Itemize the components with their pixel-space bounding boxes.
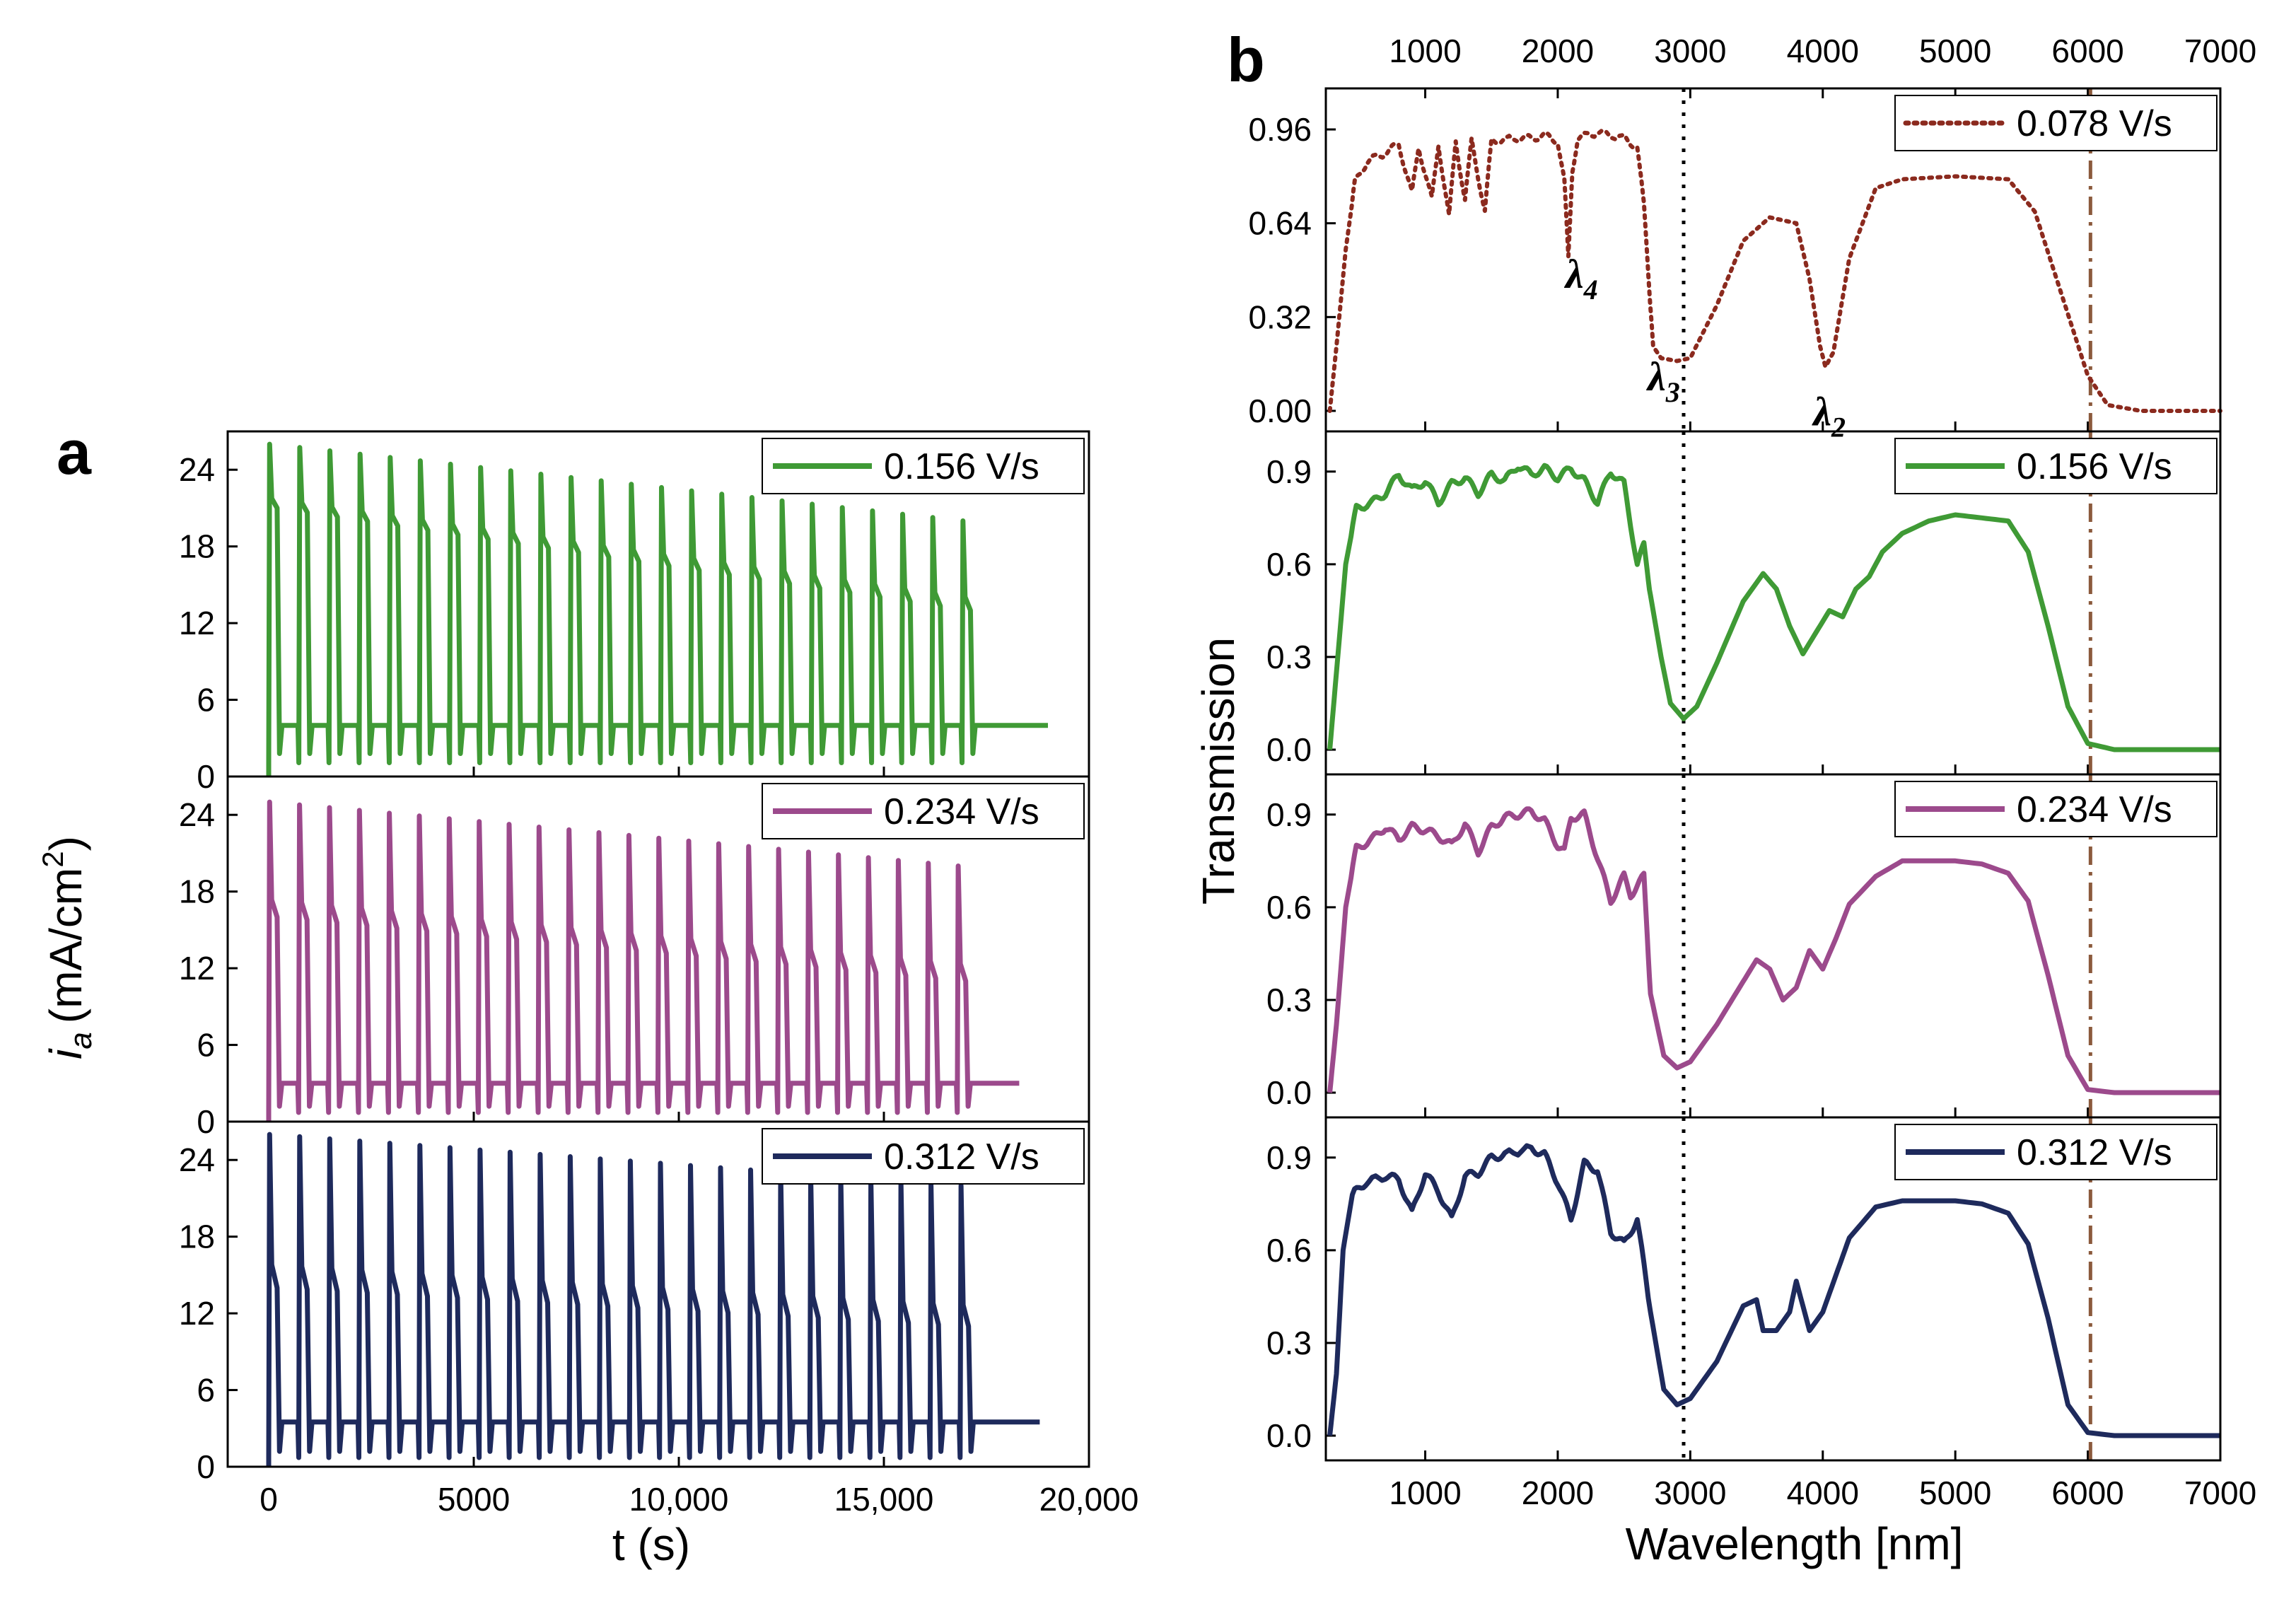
series-line-2 <box>266 799 1020 1122</box>
y-tick-label: 0.64 <box>1248 205 1312 242</box>
y-tick-label: 0.32 <box>1248 298 1312 335</box>
lambda-subscript: 2 <box>1831 412 1846 443</box>
y-tick-label: 6 <box>197 682 215 719</box>
top-x-tick-label: 7000 <box>2184 33 2256 69</box>
x-tick-label: 1000 <box>1389 1475 1461 1511</box>
lambda-subscript: 3 <box>1665 376 1680 408</box>
y-axis-title-sup: 2 <box>36 851 69 867</box>
y-tick-label: 0.0 <box>1266 731 1312 768</box>
lambda-annotation: λ2 <box>1812 389 1846 443</box>
y-tick-label: 0.9 <box>1266 453 1312 490</box>
y-tick-label: 0.0 <box>1266 1074 1312 1111</box>
y-tick-label: 0.3 <box>1266 639 1312 675</box>
y-axis-title-sub: a <box>64 1032 98 1049</box>
y-tick-label: 18 <box>179 528 215 565</box>
y-tick-label: 6 <box>197 1372 215 1409</box>
y-tick-label: 24 <box>179 451 215 488</box>
plot-frame <box>226 1120 1090 1468</box>
x-tick-label: 5000 <box>1919 1475 1991 1511</box>
x-tick-label: 20,000 <box>1039 1481 1139 1518</box>
y-axis-title-close: ) <box>40 836 91 851</box>
x-tick-label: 6000 <box>2051 1475 2123 1511</box>
x-tick-label: 15,000 <box>834 1481 934 1518</box>
series-line-3 <box>266 1132 1040 1467</box>
y-axis-title: ia (mA/cm2) <box>36 836 98 1059</box>
y-tick-label: 0.9 <box>1266 796 1312 833</box>
y-tick-label: 0.9 <box>1266 1139 1312 1176</box>
y-tick-label: 0.3 <box>1266 982 1312 1018</box>
y-tick-label: 24 <box>179 1141 215 1178</box>
lambda-symbol: λ <box>1564 251 1584 297</box>
x-tick-label: 0 <box>260 1481 278 1518</box>
y-tick-label: 0 <box>197 758 215 795</box>
x-tick-label: 7000 <box>2184 1475 2256 1511</box>
legend-label: 0.156 V/s <box>884 446 1039 487</box>
y-tick-label: 0.0 <box>1266 1417 1312 1454</box>
x-tick-label: 10,000 <box>629 1481 729 1518</box>
lambda-subscript: 4 <box>1583 274 1598 306</box>
x-tick-label: 4000 <box>1787 1475 1859 1511</box>
plot-frame <box>1324 1116 2222 1462</box>
panel-b-chart: b 1000 2000 3000 4000 5000 6000 70000.000.320.6… <box>1193 25 2256 1569</box>
top-x-tick-label: 4000 <box>1787 33 1859 69</box>
y-tick-label: 12 <box>179 1295 215 1332</box>
y-tick-label: 0.6 <box>1266 546 1312 583</box>
x-axis-title: Wavelength [nm] <box>1626 1518 1964 1569</box>
y-axis-title: Transmission <box>1193 637 1244 905</box>
panel-letter-b: b <box>1227 25 1265 95</box>
y-tick-label: 0.6 <box>1266 1232 1312 1269</box>
lambda-annotation: λ4 <box>1564 251 1598 306</box>
top-x-tick-label: 2000 <box>1522 33 1594 69</box>
y-tick-label: 0 <box>197 1448 215 1485</box>
y-tick-label: 0 <box>197 1103 215 1140</box>
y-tick-label: 6 <box>197 1027 215 1064</box>
y-axis-title-unit: (mA/cm <box>40 868 91 1023</box>
x-axis-title: t (s) <box>612 1519 690 1570</box>
x-tick-label: 5000 <box>438 1481 510 1518</box>
y-tick-label: 24 <box>179 796 215 833</box>
top-x-tick-label: 1000 <box>1389 33 1461 69</box>
y-tick-label: 18 <box>179 1219 215 1255</box>
series-line-1 <box>266 441 1048 777</box>
legend-label: 0.234 V/s <box>2017 789 2172 830</box>
legend-label: 0.312 V/s <box>884 1136 1039 1177</box>
top-x-tick-label: 5000 <box>1919 33 1991 69</box>
y-tick-label: 0.6 <box>1266 889 1312 926</box>
lambda-symbol: λ <box>1812 389 1831 435</box>
y-tick-label: 12 <box>179 950 215 987</box>
top-x-tick-label: 6000 <box>2051 33 2123 69</box>
legend-label: 0.312 V/s <box>2017 1132 2172 1173</box>
top-x-tick-label: 3000 <box>1654 33 1726 69</box>
legend-label: 0.234 V/s <box>884 791 1039 832</box>
lambda-symbol: λ <box>1646 354 1666 400</box>
legend-label: 0.078 V/s <box>2017 103 2172 144</box>
y-tick-label: 0.96 <box>1248 111 1312 148</box>
panel-letter-a: a <box>57 417 92 487</box>
legend-label: 0.156 V/s <box>2017 446 2172 487</box>
panel-a-chart: a 0 6 12 18 24 0.156 V/s 0 6 12 18 24 0.234 V/s 0 6 12 1… <box>36 417 1138 1570</box>
y-tick-label: 18 <box>179 873 215 910</box>
series-line-1 <box>1327 128 2222 413</box>
series-line-3 <box>1327 806 2220 1095</box>
y-tick-label: 0.3 <box>1266 1325 1312 1361</box>
lambda-annotation: λ3 <box>1646 354 1680 408</box>
y-axis-title-i: i <box>40 1048 91 1059</box>
y-tick-label: 0.00 <box>1248 392 1312 429</box>
x-tick-label: 3000 <box>1654 1475 1726 1511</box>
series-line-2 <box>1327 463 2220 752</box>
x-tick-label: 2000 <box>1522 1475 1594 1511</box>
y-tick-label: 12 <box>179 605 215 641</box>
series-line-4 <box>1327 1143 2220 1438</box>
